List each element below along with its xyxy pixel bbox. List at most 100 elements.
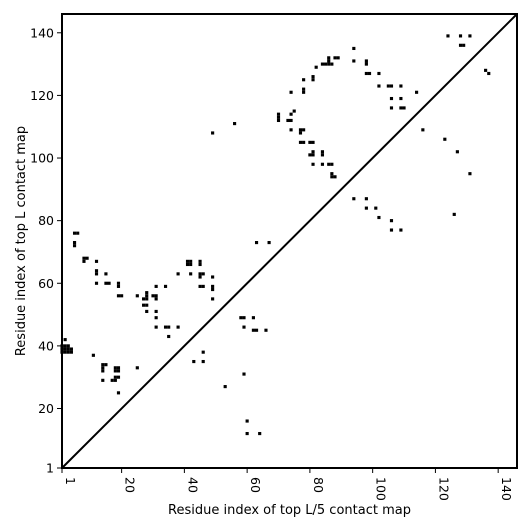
contact-point-upper — [399, 106, 403, 110]
contact-point-upper — [352, 59, 356, 63]
contact-point-upper — [330, 175, 334, 179]
contact-point-lower — [72, 241, 77, 245]
y-tick-label: 20 — [38, 401, 54, 416]
contact-point-upper — [364, 59, 368, 63]
contact-point-lower — [66, 344, 70, 348]
contact-point-lower — [113, 378, 117, 382]
contact-point-upper — [302, 128, 306, 132]
contact-point-lower — [63, 338, 67, 342]
contact-point-lower — [189, 272, 193, 276]
contact-point-lower — [185, 259, 190, 263]
contact-point-upper — [452, 212, 456, 216]
contact-point-lower — [85, 256, 89, 260]
contact-point-upper — [320, 150, 325, 154]
contact-point-lower — [189, 262, 193, 267]
contact-point-lower — [145, 291, 149, 295]
contact-point-upper — [320, 162, 325, 166]
contact-point-lower — [69, 347, 73, 351]
contact-point-lower — [135, 366, 139, 370]
contact-point-upper — [276, 118, 281, 123]
contact-point-lower — [192, 359, 196, 364]
plot-frame — [61, 13, 518, 469]
contact-point-upper — [377, 215, 381, 220]
contact-point-upper — [298, 128, 303, 132]
contact-point-lower — [145, 294, 149, 298]
contact-point-lower — [198, 272, 202, 276]
contact-point-lower — [264, 328, 268, 332]
contact-point-lower — [101, 378, 105, 382]
contact-point-lower — [198, 259, 202, 263]
contact-point-upper — [276, 112, 281, 116]
contact-point-lower — [239, 316, 243, 320]
contact-point-upper — [364, 62, 368, 66]
contact-point-upper — [462, 43, 466, 47]
contact-point-lower — [116, 391, 121, 395]
y-tick-label: 80 — [38, 213, 54, 228]
contact-point-upper — [458, 43, 463, 47]
contact-point-upper — [298, 140, 303, 144]
contact-point-upper — [233, 122, 237, 126]
contact-point-lower — [163, 284, 168, 288]
contact-point-upper — [302, 90, 306, 94]
contact-point-lower — [198, 262, 202, 267]
contact-point-lower — [63, 344, 67, 348]
x-tick-label: 80 — [311, 477, 326, 493]
contact-point-upper — [330, 172, 334, 176]
contact-point-lower — [242, 372, 246, 376]
contact-point-lower — [254, 241, 259, 245]
contact-point-upper — [364, 71, 368, 76]
contact-point-lower — [198, 275, 202, 279]
contact-point-lower — [94, 272, 99, 276]
contact-point-upper — [389, 106, 394, 110]
contact-point-lower — [154, 297, 158, 301]
contact-point-upper — [399, 96, 403, 101]
x-tick-label: 20 — [123, 477, 138, 493]
contact-point-lower — [242, 316, 246, 320]
contact-point-lower — [211, 287, 215, 292]
contact-point-lower — [176, 325, 180, 329]
contact-point-lower — [116, 294, 121, 298]
contact-point-lower — [251, 328, 255, 332]
contact-point-upper — [377, 84, 381, 88]
contact-point-lower — [211, 275, 215, 279]
contact-point-lower — [245, 431, 249, 436]
contact-point-lower — [254, 328, 259, 332]
contact-point-lower — [198, 284, 202, 288]
contact-point-upper — [302, 87, 306, 91]
y-tick-label: 40 — [38, 338, 54, 353]
x-tick-label: 120 — [436, 477, 451, 501]
contact-point-upper — [443, 137, 447, 141]
contact-point-lower — [94, 259, 99, 263]
contact-point-lower — [167, 334, 171, 339]
contact-point-lower — [110, 378, 114, 382]
y-tick-label: 1 — [46, 461, 54, 476]
contact-point-upper — [336, 56, 340, 60]
contact-point-lower — [94, 269, 99, 273]
contact-point-lower — [245, 419, 249, 423]
contact-point-lower — [211, 284, 215, 288]
contact-point-lower — [145, 297, 149, 301]
contact-point-lower — [154, 309, 158, 314]
upper-triangle-contacts — [211, 34, 491, 232]
contact-point-lower — [142, 297, 146, 301]
contact-point-upper — [352, 46, 356, 51]
y-axis-label: Residue index of top L contact map — [14, 126, 29, 356]
contact-point-upper — [389, 84, 394, 88]
contact-point-lower — [145, 303, 149, 307]
contact-point-upper — [324, 62, 328, 66]
contact-point-upper — [311, 162, 315, 166]
contact-point-upper — [320, 153, 325, 157]
contact-point-upper — [421, 128, 425, 132]
contact-point-lower — [201, 359, 205, 364]
contact-point-upper — [327, 62, 331, 66]
contact-point-lower — [72, 231, 77, 235]
contact-point-lower — [113, 369, 117, 373]
contact-point-lower — [116, 281, 121, 285]
x-axis-label: Residue index of top L/5 contact map — [168, 503, 411, 518]
x-tick-label: 1 — [63, 477, 78, 485]
diagonal-line — [61, 13, 518, 469]
contact-point-lower — [167, 325, 171, 329]
contact-point-lower — [185, 262, 190, 267]
contact-point-upper — [302, 78, 306, 82]
